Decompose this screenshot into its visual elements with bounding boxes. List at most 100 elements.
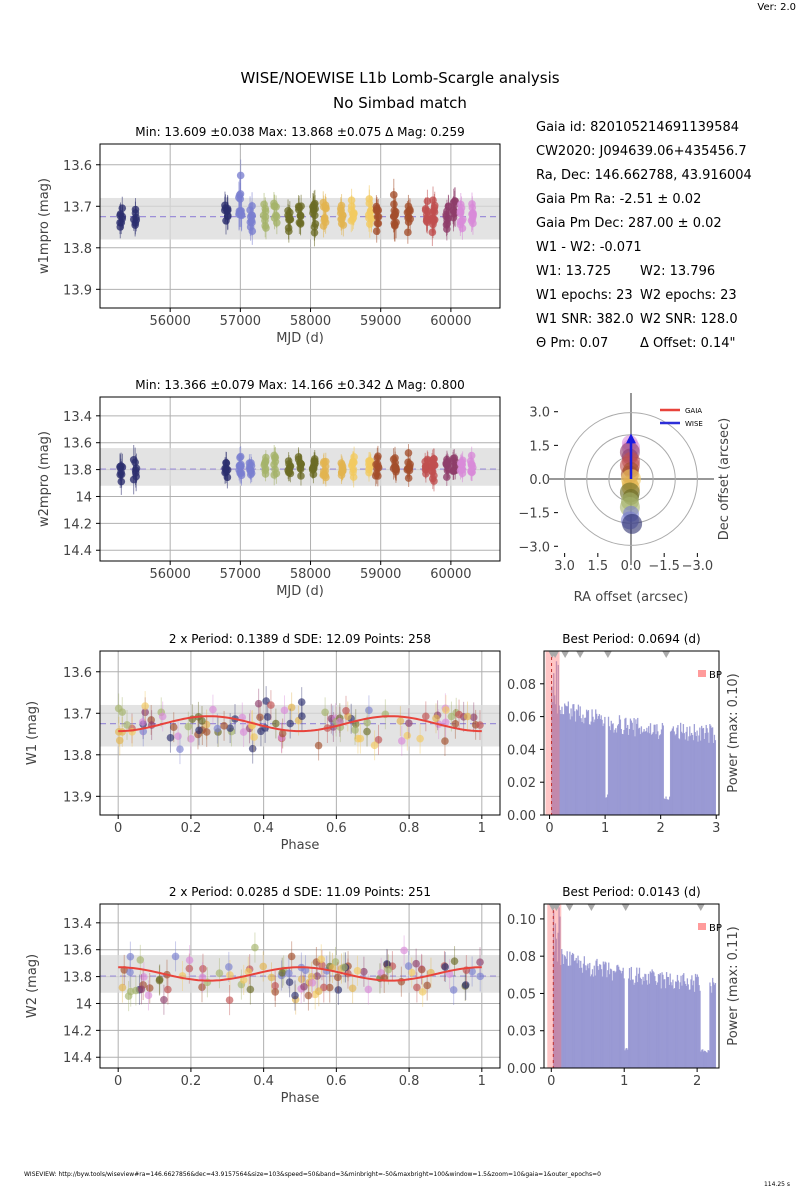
periodogram-bar bbox=[608, 962, 610, 1068]
data-point bbox=[126, 987, 135, 996]
periodogram-bar bbox=[578, 960, 580, 1068]
data-point bbox=[195, 726, 203, 735]
periodogram-bar bbox=[705, 1052, 708, 1068]
data-point bbox=[405, 719, 413, 727]
x-axis-label: Phase bbox=[281, 1091, 320, 1106]
periodogram-bar bbox=[609, 968, 612, 1068]
data-point bbox=[259, 962, 268, 971]
x-tick-label: 57000 bbox=[220, 567, 261, 582]
periodogram-bar bbox=[627, 978, 630, 1068]
periodogram-bar bbox=[558, 907, 560, 1068]
data-point bbox=[334, 986, 343, 994]
periodogram-bar bbox=[609, 730, 612, 815]
periodogram-bar bbox=[582, 963, 585, 1068]
periodogram-bar bbox=[696, 974, 698, 1068]
data-point bbox=[285, 978, 294, 986]
info-w1-snr: W1 SNR: 382.0 bbox=[536, 312, 634, 327]
periodogram-bar bbox=[599, 718, 601, 815]
periodogram-bar bbox=[714, 982, 717, 1068]
data-point bbox=[318, 961, 326, 969]
periodogram-bar bbox=[671, 728, 674, 815]
periodogram-bar bbox=[635, 719, 637, 815]
periodogram-bar bbox=[594, 719, 596, 815]
info-w2-mag: W2: 13.796 bbox=[640, 264, 716, 279]
periodogram-bar bbox=[710, 986, 712, 1068]
data-point bbox=[198, 717, 206, 725]
x-tick-label: 1 bbox=[478, 1074, 486, 1089]
periodogram-bar bbox=[634, 736, 636, 815]
periodogram-bar bbox=[641, 732, 643, 815]
x-tick-label: 56000 bbox=[149, 567, 190, 582]
periodogram-bar bbox=[586, 965, 588, 1068]
periodogram-bar bbox=[703, 738, 706, 815]
data-point bbox=[136, 956, 145, 964]
periodogram-bar bbox=[666, 976, 669, 1068]
y-tick-label: 0.05 bbox=[507, 987, 536, 1002]
periodogram-bar bbox=[627, 1049, 629, 1068]
periodogram-bar bbox=[588, 968, 590, 1068]
periodogram-bar bbox=[645, 730, 647, 815]
data-point bbox=[285, 969, 293, 978]
data-point bbox=[406, 207, 414, 215]
data-point bbox=[198, 983, 206, 991]
periodogram-bar bbox=[654, 976, 656, 1068]
periodogram-bar bbox=[706, 728, 708, 815]
x-tick-label: 0 bbox=[114, 821, 122, 836]
periodogram-bar bbox=[690, 735, 692, 815]
data-point bbox=[236, 171, 245, 180]
periodogram-bar bbox=[570, 965, 572, 1068]
periodogram-bar bbox=[566, 951, 568, 1068]
periodogram-bar bbox=[620, 973, 623, 1068]
periodogram-bar bbox=[583, 956, 586, 1068]
y-tick-label: 0.00 bbox=[507, 809, 536, 824]
periodogram-bar bbox=[662, 725, 664, 815]
periodogram-bar bbox=[564, 703, 566, 815]
y-tick-label: 13.7 bbox=[63, 707, 92, 722]
data-point bbox=[337, 206, 345, 215]
periodogram-bar bbox=[674, 988, 676, 1068]
periodogram-bar bbox=[619, 970, 622, 1068]
data-point bbox=[320, 216, 329, 225]
periodogram-bar bbox=[616, 965, 618, 1068]
y-tick-label: 0.00 bbox=[507, 1062, 536, 1077]
periodogram-bar bbox=[682, 724, 685, 815]
periodogram-bar bbox=[704, 1051, 707, 1068]
periodogram-bar bbox=[588, 724, 591, 815]
data-point bbox=[126, 952, 135, 961]
x-tick-label: 57000 bbox=[220, 314, 261, 329]
data-point bbox=[118, 708, 127, 716]
periodogram-bar bbox=[664, 798, 666, 815]
legend-label: BP bbox=[709, 670, 722, 681]
y-tick-label: 0.06 bbox=[507, 711, 536, 726]
periodogram-bar bbox=[687, 740, 689, 815]
y-tick-label: 14 bbox=[75, 997, 92, 1012]
periodogram-bar bbox=[560, 965, 562, 1068]
data-point bbox=[322, 473, 330, 482]
y-axis-label: Power (max: 0.10) bbox=[726, 673, 741, 792]
periodogram-bar bbox=[704, 733, 706, 815]
astrometry-axes: 3.0 1.5 0.0 −1.5 −3.03.01.50.0−1.5−3.0GAIAWI… bbox=[518, 393, 732, 605]
periodogram-bar bbox=[585, 970, 587, 1068]
periodogram-bar bbox=[665, 972, 668, 1068]
y-tick-label: 0.08 bbox=[507, 678, 536, 693]
data-point bbox=[199, 964, 207, 973]
data-point bbox=[450, 957, 459, 965]
periodogram-bar bbox=[615, 971, 617, 1068]
data-point bbox=[118, 983, 127, 992]
periodogram-bar bbox=[551, 686, 553, 815]
x-tick-label: 1.5 bbox=[587, 559, 608, 574]
data-point bbox=[317, 955, 326, 964]
x-tick-label: 1 bbox=[601, 821, 609, 836]
data-point bbox=[422, 469, 430, 478]
data-point bbox=[226, 724, 234, 732]
periodogram-bar bbox=[651, 969, 653, 1068]
periodogram-bar bbox=[617, 964, 619, 1068]
legend-swatch bbox=[698, 923, 706, 930]
periodogram-bar bbox=[691, 734, 694, 815]
periodogram-bar bbox=[698, 985, 700, 1068]
periodogram-bar bbox=[638, 727, 641, 815]
y-axis-label: W1 (mag) bbox=[25, 701, 40, 765]
periodogram-bar bbox=[571, 716, 573, 815]
periodogram-bar bbox=[613, 732, 615, 815]
data-point bbox=[278, 729, 287, 738]
